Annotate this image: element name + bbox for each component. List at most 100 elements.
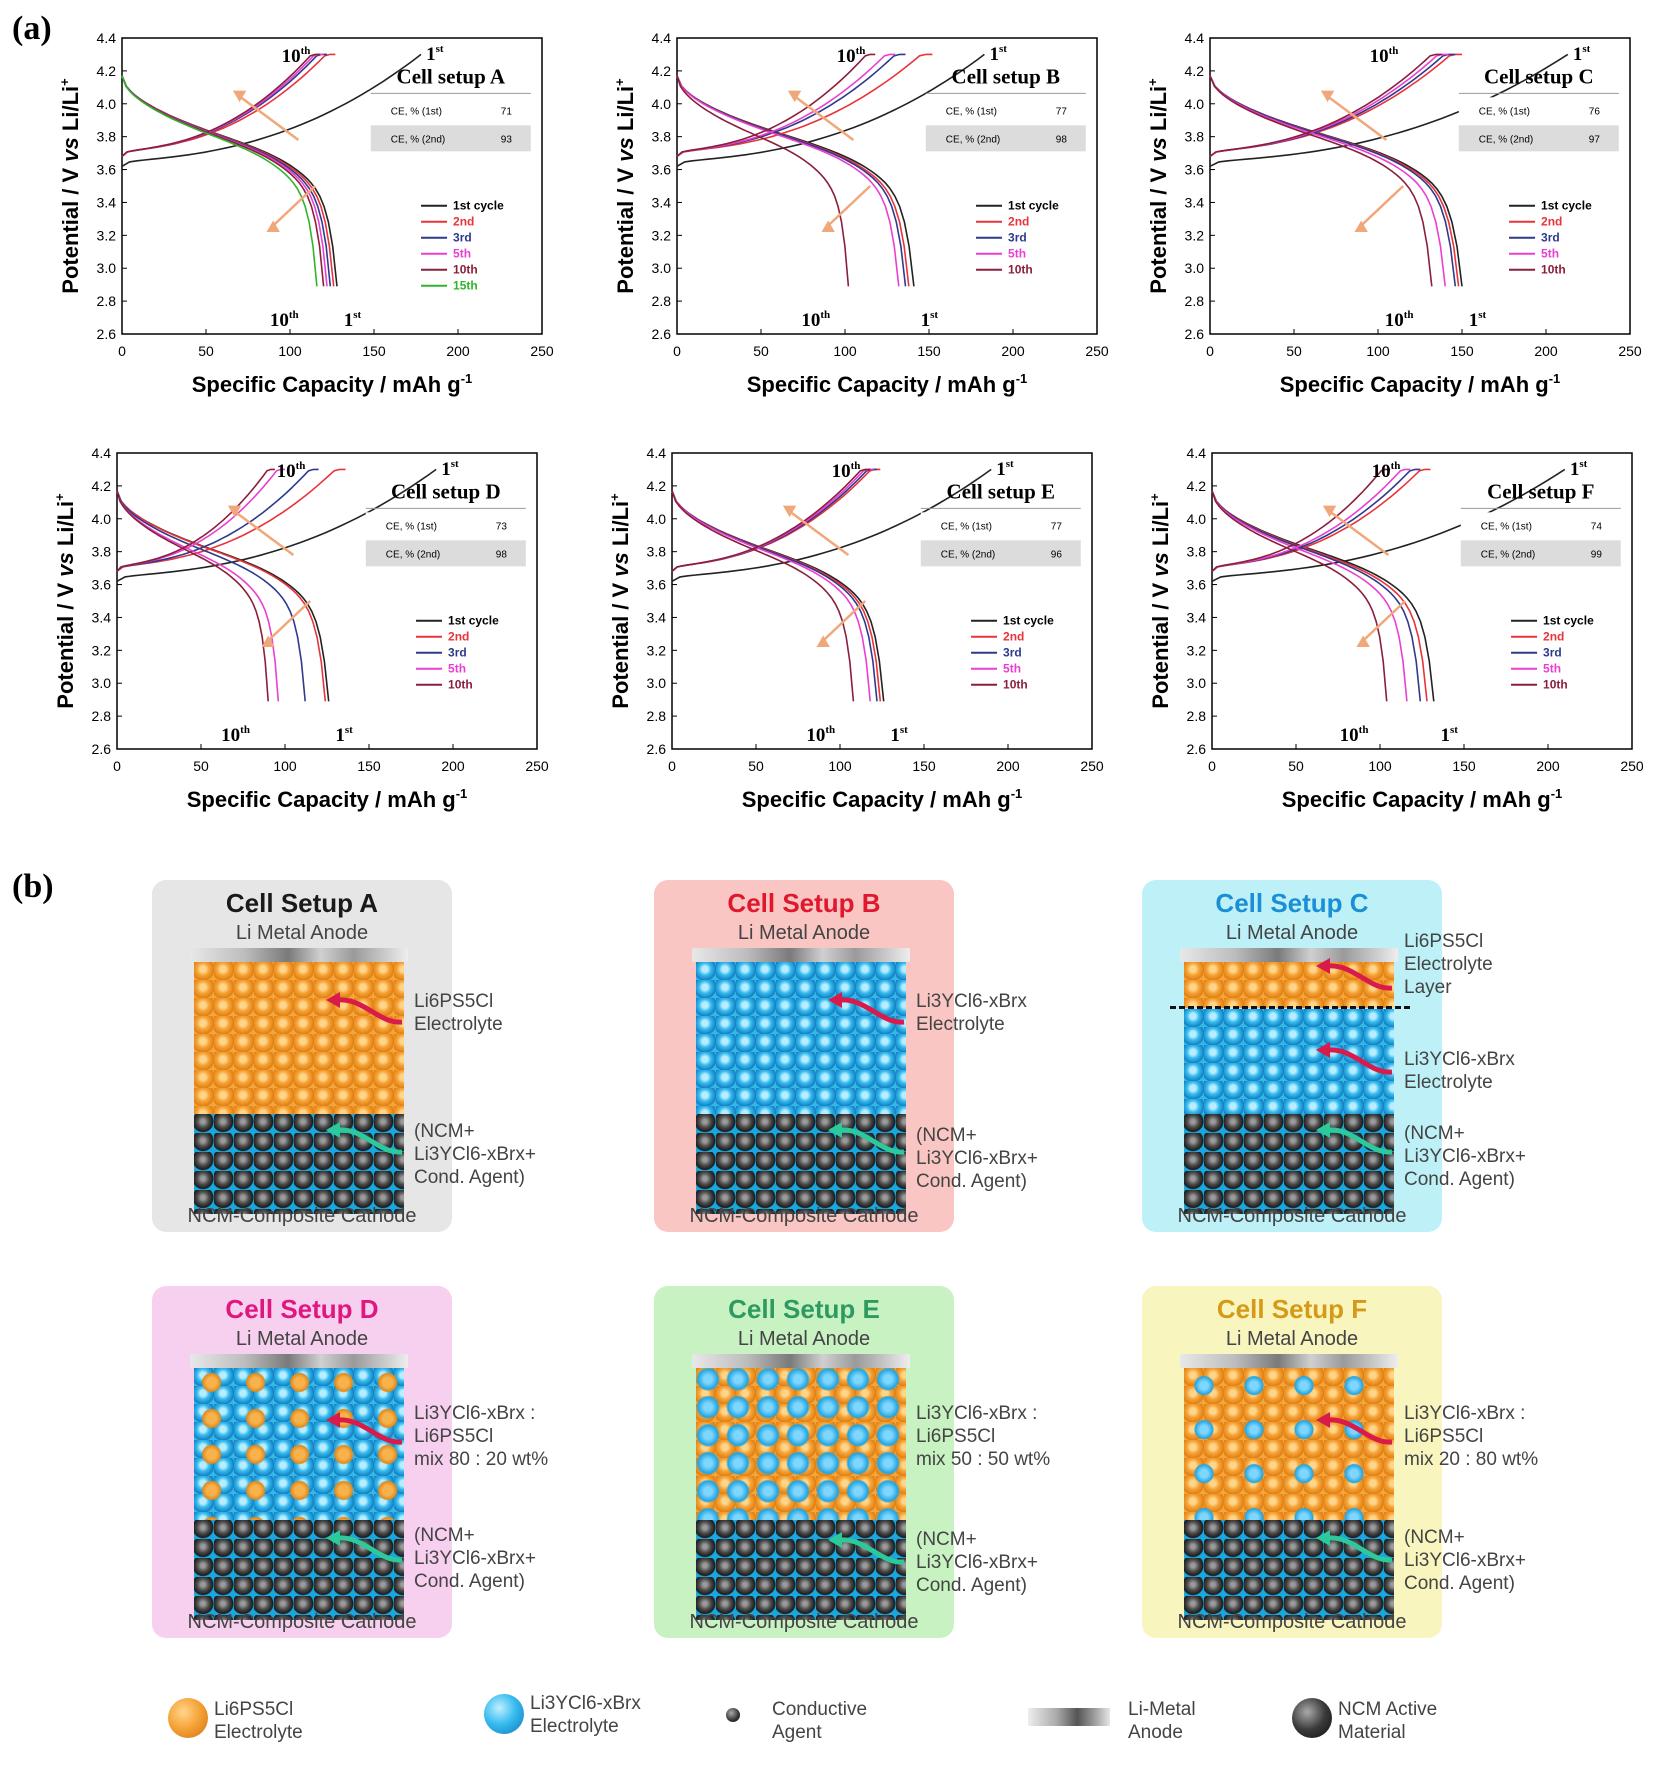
li-metal-anode (1180, 1354, 1398, 1368)
legend-li-metal: Li-Metal Anode (1128, 1698, 1196, 1744)
cell-stack (1180, 1354, 1398, 1624)
legend-label-10th: 10th (1008, 263, 1033, 277)
legend-label-10th: 10th (1543, 678, 1568, 692)
note-b-electrolyte-line: Electrolyte (916, 1014, 1005, 1035)
y-tick-label: 4.0 (1185, 96, 1205, 112)
y-axis-label-post: Li/Li (53, 501, 78, 552)
ce-row-label: CE, % (1st) (386, 521, 437, 532)
legend-label-3rd: 3rd (1003, 646, 1022, 660)
x-axis-label-sup: -1 (461, 371, 473, 386)
legend-label-5th: 5th (1543, 662, 1561, 676)
anode-label: Li Metal Anode (737, 922, 871, 944)
cell-setup-e-diagram: Cell Setup E Li Metal Anode NCM-Composit… (654, 1286, 954, 1638)
x-tick-label: 200 (446, 343, 470, 359)
note-f-mix-line: Li3YCl6-xBrx : (1404, 1403, 1526, 1424)
legend-label-3rd: 3rd (1008, 231, 1027, 245)
mark-1st-charge-sup: st (451, 458, 459, 470)
y-tick-label: 2.6 (97, 326, 117, 342)
mark-1st-charge: 1st (426, 43, 444, 65)
ce-row-bg (1458, 125, 1619, 152)
discharge-arrowhead (821, 220, 835, 233)
mark-1st-discharge-sup: st (900, 724, 908, 736)
mark-10th-charge: 10th (1372, 460, 1401, 482)
ncm-composite-cathode (194, 1114, 404, 1214)
note-b-cathode: (NCM+ Li3YCl6-xBrx+ Cond. Agent) (916, 1124, 1038, 1193)
chart-title: Cell setup D (391, 479, 501, 503)
note-a-electrolyte: Li6PS5Cl Electrolyte (414, 990, 503, 1036)
ce-row-bg (365, 540, 526, 567)
y-tick-label: 3.8 (1185, 129, 1205, 145)
discharge-curve-10th (676, 75, 850, 287)
mark-10th-discharge-sup: th (825, 724, 835, 736)
x-tick-label: 0 (1208, 758, 1216, 774)
legend-label-5th: 5th (453, 247, 471, 261)
y-axis-label: Potential / V vs Li/Li+ (607, 493, 633, 709)
note-f-mix-line: mix 20 : 80 wt% (1404, 1449, 1539, 1470)
mark-1st-charge: 1st (996, 458, 1014, 480)
note-f-cathode-line: Li3YCl6-xBrx+ (1404, 1550, 1526, 1571)
ncm-composite-cathode (1184, 1520, 1394, 1620)
x-tick-label: 200 (1536, 758, 1560, 774)
legend-conductive-l2: Agent (772, 1722, 822, 1743)
pointer-arrow-cathode-2-shaft (1327, 1127, 1393, 1155)
legend-label-2nd: 2nd (1003, 630, 1024, 644)
x-tick-label: 100 (278, 343, 302, 359)
ce-row-value: 98 (1056, 134, 1068, 145)
mark-1st-discharge: 1st (890, 724, 908, 746)
legend-label-3rd: 3rd (1543, 646, 1562, 660)
y-tick-label: 4.4 (647, 445, 667, 461)
y-tick-label: 3.2 (647, 642, 667, 658)
mark-10th-charge-sup: th (301, 45, 311, 57)
ncm-sphere-icon (1292, 1698, 1332, 1738)
pointer-arrow-electrolyte-0-head (326, 992, 340, 1008)
pointer-arrow-cathode-3 (326, 1530, 403, 1563)
pointer-arrow-electrolyte-1-head (828, 992, 842, 1008)
x-axis-label-sup: -1 (1016, 371, 1028, 386)
legend-lycb-word: Electrolyte (530, 1716, 619, 1737)
x-tick-label: 100 (833, 343, 857, 359)
charge-curve-3rd (1209, 53, 1456, 158)
ce-row-label: CE, % (1st) (1479, 106, 1530, 117)
y-tick-label: 3.6 (647, 577, 667, 593)
charge-arrowhead (227, 505, 242, 518)
legend-label-1st: 1st cycle (1008, 199, 1059, 213)
note-c-lycb-line: Electrolyte (1404, 1072, 1493, 1093)
y-axis-label-sup: + (52, 493, 67, 501)
x-tick-label: 0 (113, 758, 121, 774)
y-axis-label-pre: Potential / V (1148, 577, 1173, 709)
discharge-trend-arrow (823, 185, 872, 230)
y-tick-label: 3.2 (652, 227, 672, 243)
note-d-cathode: (NCM+ Li3YCl6-xBrx+ Cond. Agent) (414, 1524, 536, 1593)
discharge-curve-5th (116, 490, 280, 702)
mark-1st-discharge: 1st (344, 309, 362, 331)
y-tick-label: 4.0 (1187, 511, 1207, 527)
x-tick-label: 250 (1618, 343, 1642, 359)
y-tick-label: 3.8 (652, 129, 672, 145)
note-a-electrolyte-line: Li6PS5Cl (414, 991, 494, 1012)
cell-stack (1170, 948, 1410, 1218)
cell-setup-b-diagram: Cell Setup B Li Metal Anode NCM-Composit… (654, 880, 954, 1232)
discharge-curve-10th (671, 490, 855, 702)
x-tick-label: 0 (118, 343, 126, 359)
charge-arrowhead (782, 505, 797, 518)
charge-trend-arrow (230, 507, 295, 556)
ce-row-label: CE, % (1st) (391, 106, 442, 117)
mark-1st-charge: 1st (989, 43, 1007, 65)
conductive-agent-icon (726, 1708, 740, 1722)
lps-electrolyte-layer (1184, 962, 1394, 1008)
discharge-curve-10th (1209, 75, 1433, 287)
li-metal-anode (1180, 948, 1398, 962)
note-e-cathode-line: Cond. Agent) (916, 1575, 1027, 1596)
x-tick-label: 200 (1001, 343, 1025, 359)
legend-label-3rd: 3rd (1541, 231, 1560, 245)
x-axis-label-sup: -1 (1011, 786, 1023, 801)
y-tick-label: 3.0 (1185, 260, 1205, 276)
legend-li-metal-l2: Anode (1128, 1722, 1183, 1743)
ce-row-value: 97 (1589, 134, 1601, 145)
y-axis-label-sup: + (1147, 493, 1162, 501)
legend-label-2nd: 2nd (448, 630, 469, 644)
discharge-curve-5th (1209, 75, 1446, 287)
layer-boundary-line (1170, 1006, 1410, 1009)
pointer-arrow-electrolyte-0-shaft (337, 997, 403, 1025)
discharge-arrowhead (1356, 635, 1370, 648)
